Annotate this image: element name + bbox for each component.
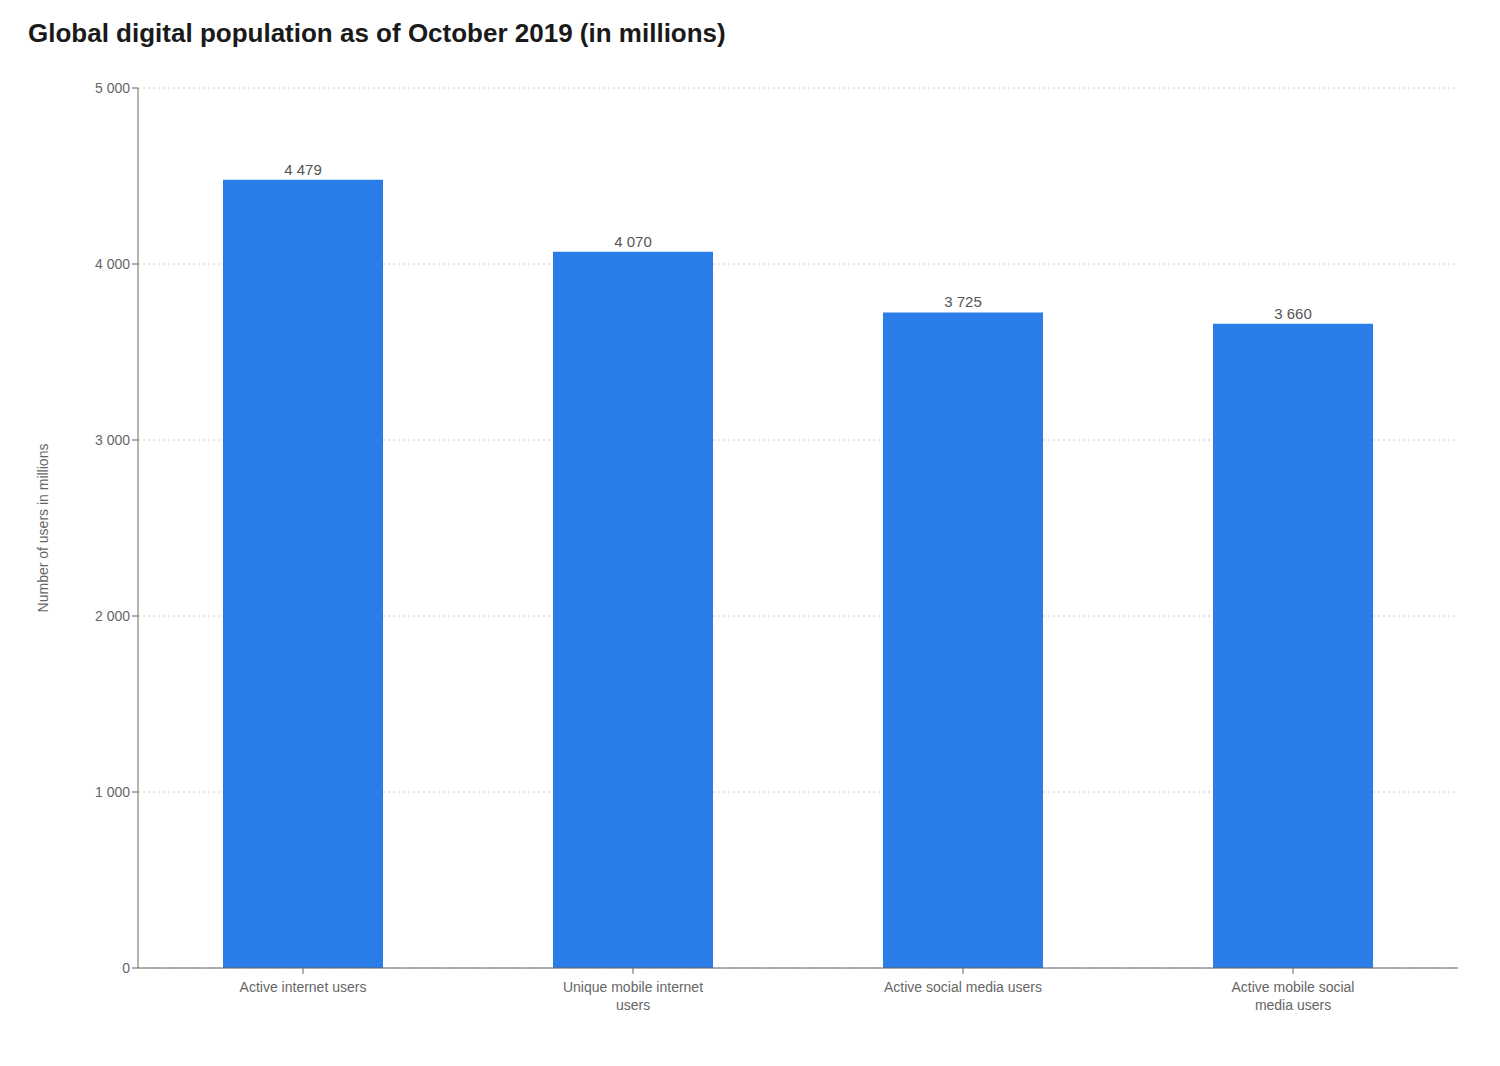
svg-text:1 000: 1 000 <box>95 784 130 800</box>
svg-text:Active social media users: Active social media users <box>884 979 1042 995</box>
html-text:Global digital population as o: Global digital population as of October … <box>28 18 726 48</box>
svg-text:Active mobile socialmedia user: Active mobile socialmedia users <box>1232 979 1355 1013</box>
svg-text:4 070: 4 070 <box>614 233 652 250</box>
svg-text:Number of users in millions: Number of users in millions <box>35 444 51 613</box>
svg-text:4 479: 4 479 <box>284 161 322 178</box>
svg-text:4 000: 4 000 <box>95 256 130 272</box>
svg-text:2 000: 2 000 <box>95 608 130 624</box>
svg-text:Active internet users: Active internet users <box>240 979 367 995</box>
svg-text:0: 0 <box>122 960 130 976</box>
svg-text:3 725: 3 725 <box>944 293 982 310</box>
svg-text:5 000: 5 000 <box>95 80 130 96</box>
svg-text:3 000: 3 000 <box>95 432 130 448</box>
svg-text:3 660: 3 660 <box>1274 305 1312 322</box>
svg-text:Unique mobile internetusers: Unique mobile internetusers <box>563 979 703 1013</box>
